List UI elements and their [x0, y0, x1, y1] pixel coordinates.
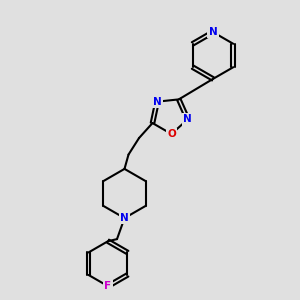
Text: O: O	[167, 129, 176, 139]
Text: N: N	[208, 27, 217, 37]
Text: N: N	[153, 97, 161, 107]
Text: N: N	[183, 114, 192, 124]
Text: F: F	[104, 281, 112, 291]
Text: N: N	[120, 213, 129, 223]
